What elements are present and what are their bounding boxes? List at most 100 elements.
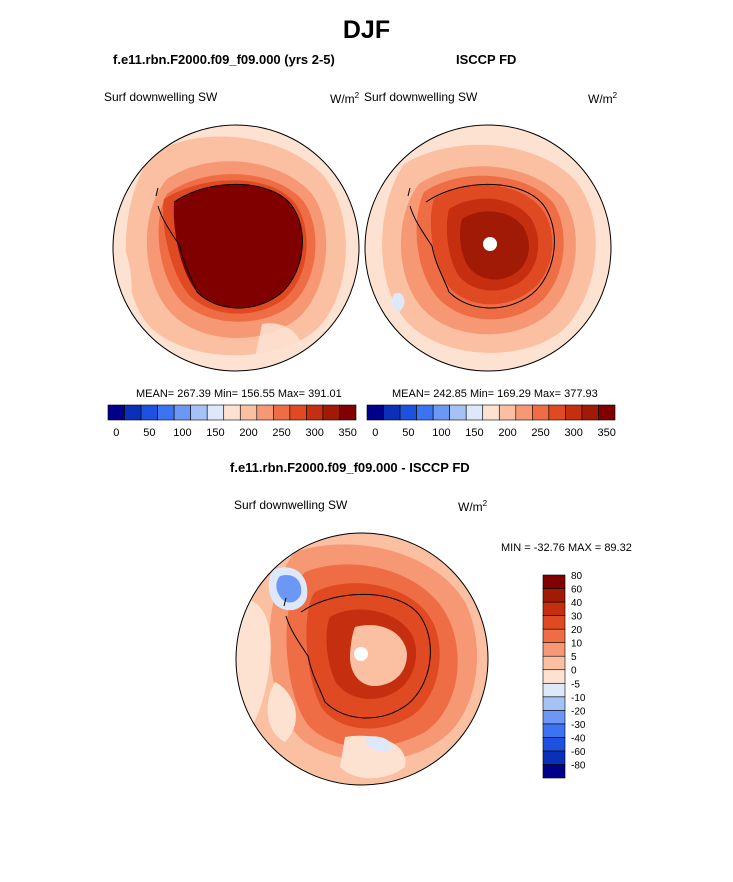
panel1-title: f.e11.rbn.F2000.f09_f09.000 (yrs 2-5): [113, 52, 335, 67]
panel3-units: W/m2: [458, 499, 488, 515]
colorbar-tick-label: 100: [432, 427, 450, 439]
colorbar-box: [206, 404, 225, 421]
map-diff: [235, 532, 489, 786]
map-obs: [364, 124, 612, 372]
panel2-units: W/m2: [588, 91, 618, 107]
colorbar-tick-label: 100: [173, 427, 191, 439]
colorbar-tick-label: -40: [571, 733, 586, 744]
panel3-stats: MIN = -32.76 MAX = 89.32: [501, 542, 632, 554]
colorbar-box: [416, 404, 434, 421]
colorbar-box: [124, 404, 142, 421]
colorbar-box: [542, 601, 566, 616]
colorbar-tick-label: 150: [465, 427, 483, 439]
colorbar-box: [542, 655, 566, 671]
colorbar-box: [273, 404, 291, 421]
colorbar-box: [366, 404, 384, 421]
colorbar-box: [581, 404, 599, 421]
colorbar-tick-label: 60: [571, 585, 583, 596]
colorbar-box: [449, 404, 467, 421]
colorbar-model: 0 50 100 150 200 250 300 350: [107, 404, 357, 439]
map-field: [391, 293, 405, 312]
colorbar-box: [542, 642, 566, 657]
colorbar-tick-label: 30: [571, 612, 583, 623]
panel1-units: W/m2: [330, 91, 360, 107]
colorbar-tick-label: 350: [339, 427, 357, 439]
colorbar-box: [465, 404, 484, 421]
colorbar-box: [190, 404, 208, 421]
colorbar-box: [542, 696, 566, 711]
colorbar-tick-label: 50: [143, 427, 155, 439]
panel1-stats: MEAN= 267.39 Min= 156.55 Max= 391.01: [136, 388, 342, 400]
panel2-title: ISCCP FD: [456, 52, 517, 67]
panel3-variable: Surf downwelling SW: [234, 498, 348, 512]
colorbar-box: [482, 404, 500, 421]
colorbar-diff: -80 -60 -40 -30 -20 -10 -5 0 5 10 20 30 40 60 80: [542, 571, 586, 779]
colorbar-box: [542, 574, 566, 589]
colorbar-box: [223, 404, 241, 421]
colorbar-box: [107, 404, 125, 421]
panel3-title: f.e11.rbn.F2000.f09_f09.000 - ISCCP FD: [230, 460, 470, 475]
colorbar-obs: 0 50 100 150 200 250 300 350: [366, 404, 616, 439]
colorbar-tick-label: 300: [305, 427, 323, 439]
colorbar-box: [157, 404, 175, 421]
colorbar-tick-label: 300: [564, 427, 582, 439]
colorbar-box: [256, 404, 274, 421]
colorbar-tick-label: 80: [571, 571, 583, 582]
colorbar-tick-label: 200: [498, 427, 516, 439]
colorbar-box: [289, 404, 307, 421]
colorbar-tick-label: 250: [272, 427, 290, 439]
colorbar-tick-label: 50: [402, 427, 414, 439]
colorbar-tick-label: 0: [372, 427, 378, 439]
colorbar-tick-label: 350: [598, 427, 616, 439]
colorbar-box: [140, 404, 158, 421]
colorbar-box: [498, 404, 517, 421]
colorbar-box: [515, 404, 533, 421]
map-model: [112, 124, 360, 372]
colorbar-tick-label: -30: [571, 720, 586, 731]
colorbar-box: [339, 404, 357, 421]
colorbar-box: [542, 588, 566, 603]
colorbar-box: [542, 737, 566, 752]
colorbar-tick-label: -60: [571, 747, 586, 758]
colorbar-tick-label: 0: [571, 666, 577, 677]
colorbar-tick-label: -10: [571, 693, 586, 704]
map-field: [267, 682, 296, 742]
colorbar-box: [598, 404, 616, 421]
colorbar-tick-label: -20: [571, 706, 586, 717]
panel2-variable: Surf downwelling SW: [364, 90, 478, 104]
map-field: [365, 736, 391, 752]
colorbar-tick-label: 0: [113, 427, 119, 439]
colorbar-box: [542, 682, 566, 698]
figure-title: DJF: [342, 16, 391, 44]
colorbar-box: [306, 404, 324, 421]
panel2-stats: MEAN= 242.85 Min= 169.29 Max= 377.93: [392, 388, 598, 400]
colorbar-box: [432, 404, 450, 421]
colorbar-box: [548, 404, 566, 421]
colorbar-tick-label: 40: [571, 598, 583, 609]
panel1-variable: Surf downwelling SW: [104, 90, 218, 104]
colorbar-box: [542, 750, 566, 765]
colorbar-tick-label: -5: [571, 679, 580, 690]
colorbar-box: [322, 404, 340, 421]
map-field: [276, 574, 302, 603]
colorbar-tick-label: 200: [239, 427, 257, 439]
colorbar-box: [532, 404, 550, 421]
colorbar-box: [542, 764, 566, 779]
colorbar-box: [399, 404, 417, 421]
map-field: [173, 184, 303, 309]
colorbar-box: [383, 404, 401, 421]
colorbar-tick-label: 10: [571, 639, 583, 650]
colorbar-tick-label: 250: [531, 427, 549, 439]
colorbar-box: [542, 723, 566, 738]
colorbar-box: [565, 404, 583, 421]
colorbar-box: [173, 404, 191, 421]
colorbar-tick-label: 20: [571, 625, 583, 636]
colorbar-box: [239, 404, 258, 421]
colorbar-box: [542, 669, 566, 684]
colorbar-tick-label: 5: [571, 652, 577, 663]
colorbar-box: [542, 710, 566, 725]
colorbar-box: [542, 628, 566, 643]
map-field: [236, 592, 243, 616]
colorbar-tick-label: -80: [571, 760, 586, 771]
colorbar-tick-label: 150: [206, 427, 224, 439]
